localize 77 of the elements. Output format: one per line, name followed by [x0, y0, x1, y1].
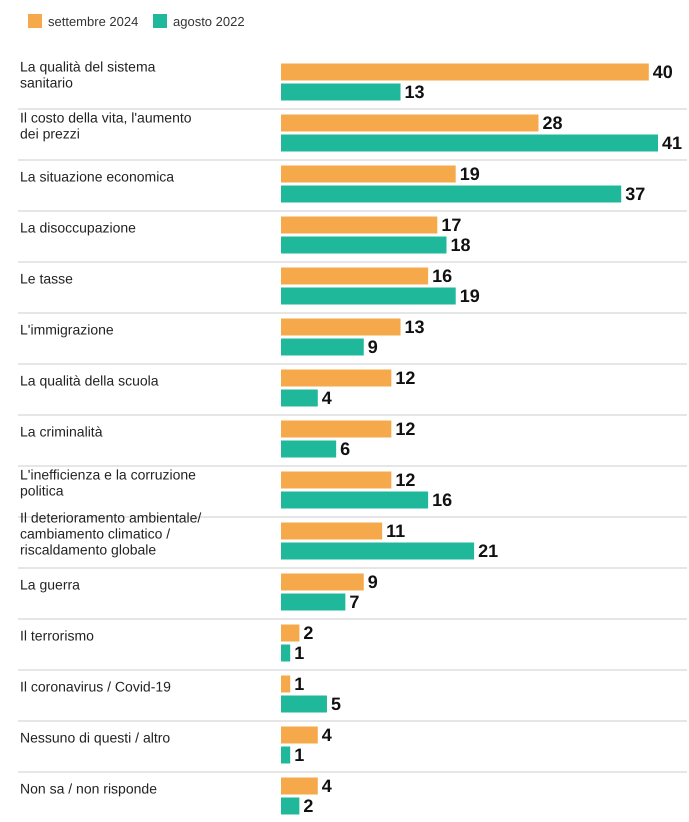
y-tick-label: L'inefficienza e la corruzione politica — [20, 466, 196, 498]
bar — [281, 288, 456, 304]
bar — [281, 798, 300, 814]
y-tick-label: Nessuno di questi / altro — [20, 730, 170, 746]
bar — [281, 778, 318, 794]
data-label: 40 — [652, 62, 673, 82]
bar — [281, 542, 474, 560]
y-tick-label: La qualità della scuola — [20, 372, 159, 388]
data-label: 41 — [662, 133, 682, 153]
bar — [281, 492, 428, 508]
data-label: 9 — [368, 572, 378, 592]
bar — [281, 186, 622, 202]
data-label: 6 — [340, 439, 350, 459]
y-tick-label: Non sa / non risponde — [20, 780, 158, 796]
data-label: 9 — [368, 337, 378, 357]
y-tick-label: Le tasse — [20, 270, 74, 286]
bar — [281, 522, 382, 540]
y-tick-label: La qualità del sistema sanitario — [20, 58, 156, 90]
data-label: 2 — [303, 623, 314, 643]
data-label: 4 — [322, 776, 332, 796]
bar — [281, 420, 392, 438]
data-label: 1 — [294, 745, 304, 765]
bar — [281, 696, 327, 712]
bar — [281, 726, 318, 744]
bar — [281, 644, 290, 662]
data-label: 1 — [294, 643, 304, 663]
data-label: 12 — [395, 419, 416, 439]
bar — [281, 574, 364, 590]
bar — [281, 64, 649, 80]
y-tick-label: La criminalità — [20, 424, 103, 440]
data-label: 19 — [460, 286, 480, 306]
bar — [281, 440, 336, 458]
data-label: 21 — [478, 541, 498, 561]
data-label: 7 — [349, 592, 360, 612]
bar — [281, 134, 658, 152]
bar — [281, 84, 401, 100]
data-label: 4 — [322, 725, 332, 745]
data-label: 5 — [330, 694, 341, 714]
data-label: 12 — [395, 470, 416, 490]
bar — [281, 338, 364, 356]
y-tick-label: Il costo della vita, l'aumento dei prezzi — [20, 110, 192, 142]
bar — [281, 268, 428, 284]
data-label: 16 — [432, 266, 452, 286]
bar — [281, 594, 346, 610]
data-label: 12 — [395, 368, 416, 388]
data-label: 4 — [322, 388, 332, 408]
data-label: 11 — [386, 521, 406, 541]
bar — [281, 166, 456, 182]
legend-label: agosto 2022 — [173, 14, 245, 29]
bar — [281, 114, 538, 132]
data-label: 28 — [542, 113, 562, 133]
bar — [281, 318, 401, 336]
legend-label: settembre 2024 — [48, 14, 138, 29]
y-tick-label: Il coronavirus / Covid-19 — [20, 678, 172, 694]
bar — [281, 472, 392, 488]
y-tick-label: La situazione economica — [20, 168, 174, 184]
bar — [281, 676, 290, 692]
data-label: 16 — [432, 490, 452, 510]
data-label: 19 — [460, 164, 480, 184]
data-label: 18 — [450, 235, 471, 255]
y-tick-label: La guerra — [20, 576, 80, 592]
y-tick-label: La disoccupazione — [20, 220, 136, 236]
data-label: 13 — [404, 82, 425, 102]
y-tick-label: Il terrorismo — [20, 628, 94, 644]
data-label: 1 — [294, 674, 304, 694]
bar — [281, 236, 447, 254]
y-tick-label: Il deterioramento ambientale/ cambiamento climatico / riscaldamento globale — [20, 510, 202, 558]
bar — [281, 216, 438, 234]
data-label: 37 — [625, 184, 646, 204]
data-label: 13 — [404, 317, 425, 337]
bar — [281, 370, 392, 386]
bar — [281, 624, 300, 642]
data-label: 17 — [441, 215, 462, 235]
bar — [281, 390, 318, 406]
bar — [281, 746, 290, 764]
data-label: 2 — [303, 796, 314, 816]
y-tick-label: L'immigrazione — [20, 322, 114, 338]
